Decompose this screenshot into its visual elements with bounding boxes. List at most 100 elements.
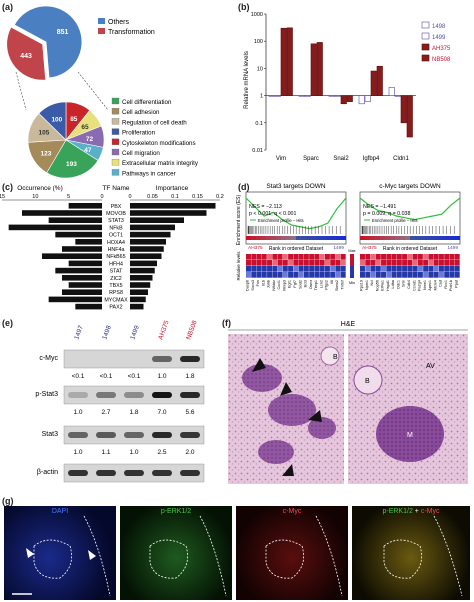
heatmap-cell [417, 266, 423, 272]
legend-swatch [421, 54, 430, 62]
legend-label: 1498 [432, 24, 446, 30]
blot-band [152, 356, 172, 362]
quant-value: 1.0 [129, 449, 138, 456]
heatmap-cell [282, 260, 288, 266]
heatmap-cell [298, 260, 304, 266]
gene-label: Hspd1 [386, 280, 390, 291]
importance-bar-NFkB65 [130, 253, 162, 259]
heatmap-cell [396, 260, 402, 266]
arrowhead-4 [282, 464, 294, 476]
gene-label: Sbno2 [335, 280, 339, 291]
heatmap-cell [438, 254, 444, 260]
scale-max: Max [348, 249, 355, 253]
heatmap-cell [309, 254, 315, 260]
heatmap-cell [360, 254, 365, 260]
importance-bar-STAT3 [130, 217, 184, 223]
legend-swatch [421, 32, 430, 40]
tf-name: NFkB [109, 225, 123, 231]
x-category-label: Vim [276, 156, 286, 162]
he-label-b-2: B [365, 378, 370, 385]
heatmap-cell [444, 260, 450, 266]
bar-AH375-Vim [280, 27, 287, 96]
legend-label: Cytoskeleton modifications [122, 140, 196, 147]
heatmap-cell [360, 272, 365, 278]
rank-label: Rank in ordered Dataset [383, 246, 438, 252]
quant-value: 2.0 [185, 449, 194, 456]
panel-c-tf-chart: Occurrence (%) TF Name Importance 15 10 5 0 0 0.… [0, 185, 224, 311]
imp-tick: 0.1 [171, 194, 179, 200]
bar-1499-Sparc [304, 95, 311, 97]
arrowhead-2 [280, 382, 292, 396]
bottom-pie-label: 123 [40, 150, 51, 157]
x-category-label: Snai2 [333, 156, 349, 162]
blot-band [68, 392, 88, 398]
gene-label: Mcm4 [433, 280, 437, 290]
y-tick-label: 10 [257, 66, 263, 72]
importance-bar-RPS8 [130, 289, 148, 295]
occurrence-bar-OCT1 [55, 231, 102, 238]
occ-tick: 5 [67, 194, 70, 200]
importance-bar-NFkB [130, 224, 175, 231]
dapi-title: DAPI [51, 508, 69, 515]
heatmap-cell [340, 260, 346, 266]
gsea-plot-frame [359, 191, 461, 245]
tf-name: NFkB65 [106, 254, 125, 260]
heatmap-cell [256, 254, 262, 260]
imp-tick: 0.2 [216, 194, 224, 200]
legend-label: Others [108, 19, 130, 26]
zoom-line-left [15, 71, 27, 111]
bar-NB508-Sparc [316, 42, 323, 96]
he-label-m: M [407, 432, 413, 439]
heatmap-cell [272, 266, 278, 272]
bottom-pie-label: 193 [66, 161, 77, 168]
gene-label: Junb [267, 280, 271, 288]
quant-value: <0.1 [100, 373, 113, 380]
gene-label: Ncl [370, 280, 374, 286]
imp-tick: 0 [128, 194, 131, 200]
tf-name: HNF4a [108, 247, 125, 253]
heatmap-cell [423, 266, 429, 272]
importance-bar-HFH4 [130, 260, 157, 267]
legend-label: Transformation [108, 29, 155, 36]
heatmap-cell [438, 266, 444, 272]
heatmap-cell [324, 266, 330, 272]
gene-label: Mmp3 [282, 280, 286, 291]
blot-band [68, 470, 88, 476]
heatmap-cell [381, 266, 387, 272]
legend-label: 1499 [432, 35, 446, 41]
importance-bar-MOVOB [130, 210, 207, 216]
heatmap-cell [381, 254, 387, 260]
importance-bar-STAT [130, 267, 155, 274]
heatmap-cell [391, 272, 397, 278]
x-category-label: Cldn1 [393, 156, 409, 162]
gene-label: Osmr [309, 279, 313, 289]
heatmap-cell [303, 260, 309, 266]
heatmap-cell [444, 272, 450, 278]
quant-value: 1.0 [157, 373, 166, 380]
x-category-label: Sparc [303, 156, 319, 162]
gene-label: Polr1b [449, 280, 453, 291]
heatmap-cell [428, 254, 434, 260]
heatmap-cell [454, 272, 460, 278]
heatmap-cell [277, 266, 283, 272]
heatmap-cell [412, 266, 418, 272]
heatmap-cell [402, 272, 408, 278]
heatmap-cell [454, 266, 460, 272]
importance-bar-MYCMAX [130, 296, 146, 303]
heatmap-cell [335, 266, 341, 272]
he-label-av: AV [426, 363, 435, 370]
occurrence-bar-MOVOB [22, 210, 102, 216]
gene-label: Il6 [330, 280, 334, 284]
gene-label: Egr1 [288, 280, 292, 288]
bar-NB508-Igfbp4 [376, 65, 383, 96]
legend-swatch [111, 138, 120, 145]
heatmap-cell [386, 272, 392, 278]
imp-tick: 0.05 [147, 194, 158, 200]
gene-label: Fos [256, 280, 260, 286]
quant-value: 1.0 [73, 449, 82, 456]
heatmap-cell [293, 260, 299, 266]
p-q-value: p = 0.009; q = 0.038 [363, 211, 410, 217]
heatmap-cell [402, 260, 408, 266]
heatmap-cell [370, 266, 376, 272]
importance-bar-TBX5 [130, 282, 151, 288]
